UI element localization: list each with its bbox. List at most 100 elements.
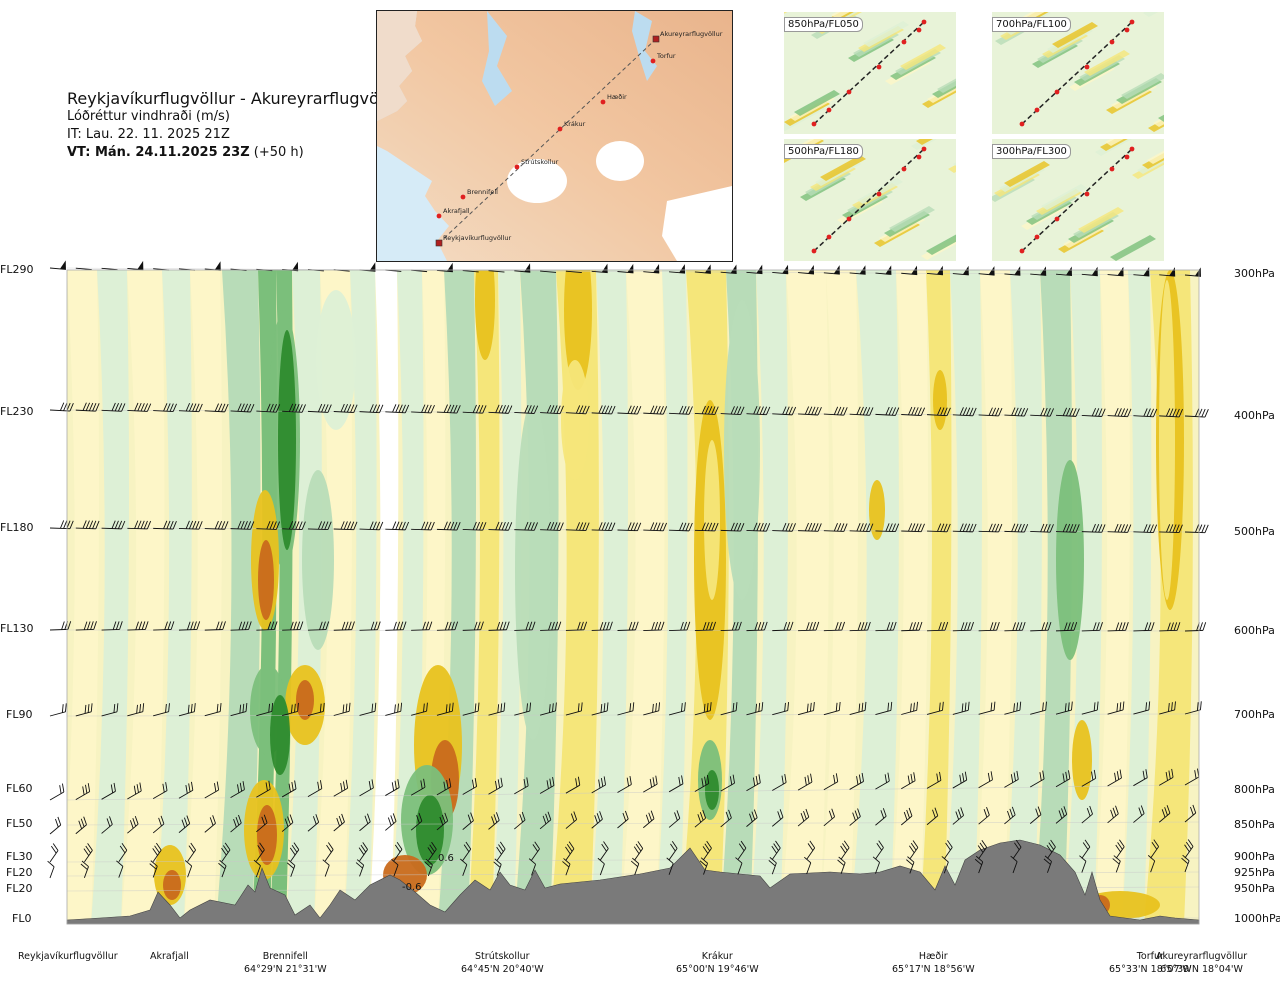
- wind-barb-feather: [860, 622, 865, 631]
- wind-barb-feather: [273, 621, 278, 630]
- wind-barb-shaft: [772, 782, 787, 791]
- wind-barb-feather: [150, 860, 158, 867]
- wind-barb-shaft: [978, 779, 993, 789]
- velocity-band: [780, 270, 829, 924]
- wind-barb-shaft: [978, 414, 999, 417]
- wind-barb-feather: [657, 621, 662, 631]
- wind-barb-shaft: [694, 817, 706, 828]
- wind-barb-feather: [866, 407, 871, 416]
- wind-barb-feather: [288, 521, 294, 530]
- wind-barb: [281, 814, 294, 832]
- wind-barb-feather: [448, 621, 452, 631]
- wind-barb-pennant: [214, 261, 221, 271]
- wind-barb: [540, 521, 564, 531]
- wind-barb-shaft: [281, 788, 297, 798]
- velocity-cell: [316, 290, 356, 430]
- wind-barb: [256, 780, 271, 798]
- wind-barb-feather: [472, 521, 477, 530]
- velocity-band: [121, 270, 165, 924]
- wind-barb: [1055, 770, 1071, 788]
- wind-barb-shaft: [565, 819, 577, 829]
- wind-barb-shaft: [901, 414, 922, 416]
- wind-barb-feather: [551, 621, 555, 631]
- wind-barb-feather: [494, 858, 502, 865]
- wind-barb-feather: [82, 786, 85, 795]
- wind-barb-feather: [394, 780, 397, 790]
- wind-barb: [307, 814, 320, 832]
- wind-barb-feather: [348, 621, 352, 630]
- wind-barb: [178, 520, 203, 530]
- wind-barb-feather: [1119, 839, 1125, 848]
- wind-barb: [1184, 267, 1201, 277]
- wind-barb: [75, 703, 93, 717]
- wind-barb-shaft: [1184, 629, 1204, 632]
- wind-barb-feather: [268, 780, 271, 790]
- wind-barb-feather: [321, 404, 326, 413]
- wind-barb-feather: [519, 813, 524, 823]
- wind-barb-feather: [712, 621, 717, 631]
- wind-barb-shaft: [411, 710, 427, 716]
- wind-barb-shaft: [591, 818, 603, 829]
- wind-barb: [926, 807, 939, 826]
- thumbnail-300hpa[interactable]: 300hPa/FL300: [992, 139, 1164, 261]
- wind-barb: [1115, 839, 1125, 859]
- wind-barb: [204, 703, 222, 717]
- wind-barb-feather: [443, 521, 448, 530]
- wind-barb-feather: [467, 814, 472, 823]
- wind-barb-feather: [817, 523, 822, 532]
- wind-barb-shaft: [307, 629, 326, 631]
- wind-barb-feather: [85, 845, 91, 854]
- velocity-cell: [515, 400, 551, 740]
- wind-barb-feather: [585, 405, 590, 414]
- wind-barb: [735, 857, 743, 875]
- wind-barb-feather: [766, 406, 771, 415]
- wind-barb-feather: [658, 702, 661, 711]
- wind-barb-pennant: [627, 263, 634, 273]
- wind-barb-shaft: [952, 530, 973, 533]
- thumbnail-850hpa[interactable]: 850hPa/FL050: [784, 12, 956, 134]
- wind-barb-feather: [269, 403, 274, 412]
- wind-barb: [875, 701, 893, 715]
- wind-barb-feather: [555, 702, 557, 712]
- wind-barb-shaft: [411, 629, 430, 631]
- wind-barb-shaft: [1159, 531, 1180, 534]
- wind-barb-feather: [1063, 806, 1068, 815]
- wind-barb-shaft: [462, 270, 479, 273]
- wind-barb-shaft: [1012, 861, 1018, 874]
- wind-barb: [75, 402, 100, 412]
- wind-barb-shaft: [462, 786, 477, 795]
- wind-barb-shaft: [1004, 629, 1023, 632]
- wind-barb-feather: [1169, 524, 1174, 533]
- wind-barb: [694, 405, 719, 415]
- wind-barb: [411, 521, 435, 531]
- wind-barb-feather: [784, 702, 786, 712]
- wind-barb-feather: [1178, 408, 1184, 418]
- wind-barb-shaft: [75, 527, 96, 530]
- wind-barb-shaft: [823, 413, 844, 416]
- wind-barb-feather: [477, 702, 480, 712]
- wind-barb: [597, 857, 605, 876]
- wind-barb-feather: [1068, 770, 1071, 779]
- wind-barb: [978, 701, 996, 715]
- thumbnail-700hpa[interactable]: 700hPa/FL100: [992, 12, 1164, 134]
- wind-barb-feather: [219, 703, 222, 712]
- wind-barb: [926, 771, 942, 789]
- wind-barb-feather: [1045, 701, 1047, 711]
- wind-barb-feather: [843, 523, 848, 532]
- map-waypoint-marker: [460, 194, 466, 200]
- thumbnail-500hpa[interactable]: 500hPa/FL180: [784, 139, 956, 261]
- land-mass: [377, 11, 732, 261]
- wind-barb-shaft: [178, 528, 199, 530]
- wind-barb-feather: [659, 522, 664, 531]
- wind-barb-feather: [936, 773, 939, 783]
- thumbnail-waypoint: [811, 121, 817, 127]
- wind-barb-feather: [530, 522, 535, 531]
- wind-barb-feather: [977, 845, 984, 853]
- wind-barb: [286, 859, 296, 877]
- wind-barb-feather: [946, 523, 951, 532]
- wind-barb-feather: [542, 815, 547, 825]
- wind-barb-shaft: [669, 412, 690, 415]
- map-waypoint-label: Reykjavíkurflugvöllur: [443, 234, 512, 242]
- wind-barb-feather: [238, 621, 243, 631]
- wind-barb: [1010, 855, 1018, 874]
